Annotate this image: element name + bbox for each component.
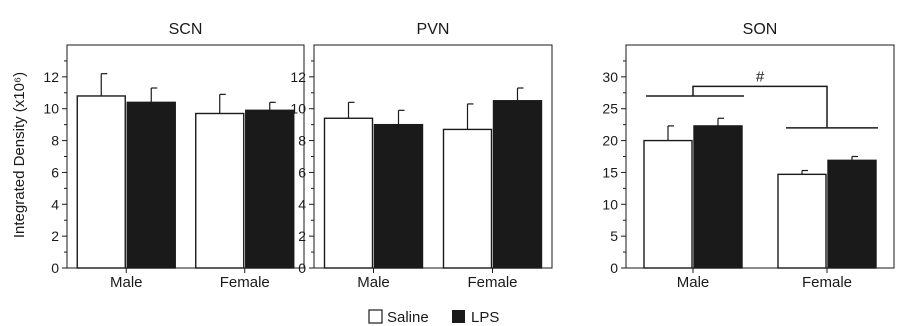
legend: Saline LPS [368,309,499,326]
y-axis-label: Integrated Density (x10⁶) [11,72,28,238]
y-tick-label-son: 0 [610,260,618,276]
panel-scn: SCN 0 2 4 6 8 10 12 Male Female [43,21,305,291]
y-tick-label-pvn: 2 [298,228,306,244]
y-tick-label-son: 15 [602,164,618,180]
panel-son: SON 0 5 10 15 20 25 30 Male Female # [602,21,895,291]
bar-pvn-female-saline [442,128,493,269]
bar-scn-male-saline [76,95,126,269]
y-tick-label-scn: 8 [51,133,59,149]
bar-scn-female-saline [195,112,245,269]
y-tick-label-son: 30 [602,69,618,85]
y-tick-label-scn: 12 [43,69,59,85]
y-tick-label-scn: 0 [51,260,59,276]
y-tick-label-scn: 2 [51,228,59,244]
panel-pvn: PVN 0 2 4 6 8 10 12 Male Female [290,21,553,291]
bar-son-female-lps [827,159,877,269]
legend-label-saline: Saline [387,309,429,326]
bar-pvn-female-lps [492,100,543,269]
x-tick-label-son-male: Male [677,274,710,291]
bar-scn-female-lps [245,109,295,269]
y-tick-label-scn: 10 [43,101,59,117]
x-tick-label-scn-male: Male [110,274,143,291]
bar-son-male-saline [643,139,693,269]
bar-son-female-saline [777,173,827,269]
significance-bracket [692,85,828,128]
legend-swatch-lps [452,310,465,323]
x-tick-label-scn-female: Female [220,274,270,291]
y-tick-label-pvn: 4 [298,196,306,212]
chart-title-scn: SCN [169,21,203,38]
y-tick-label-son: 25 [602,101,618,117]
legend-swatch-saline [368,309,383,324]
bar-son-male-lps [693,125,743,269]
x-tick-label-pvn-female: Female [467,274,517,291]
y-tick-label-pvn: 8 [298,133,306,149]
y-tick-label-pvn: 10 [290,101,306,117]
y-tick-label-scn: 4 [51,196,59,212]
chart-title-son: SON [743,21,778,38]
bar-pvn-male-lps [373,123,424,269]
y-tick-label-scn: 6 [51,164,59,180]
y-tick-label-son: 10 [602,196,618,212]
bar-pvn-male-saline [323,117,374,269]
chart-title-pvn: PVN [417,21,450,38]
y-tick-label-son: 5 [610,228,618,244]
legend-label-lps: LPS [471,309,499,326]
significance-marker: # [756,68,765,85]
x-tick-label-pvn-male: Male [357,274,390,291]
y-tick-label-pvn: 6 [298,164,306,180]
x-tick-label-son-female: Female [802,274,852,291]
y-tick-label-pvn: 12 [290,69,306,85]
y-tick-label-son: 20 [602,133,618,149]
y-tick-label-pvn: 0 [298,260,306,276]
bar-scn-male-lps [126,101,176,269]
